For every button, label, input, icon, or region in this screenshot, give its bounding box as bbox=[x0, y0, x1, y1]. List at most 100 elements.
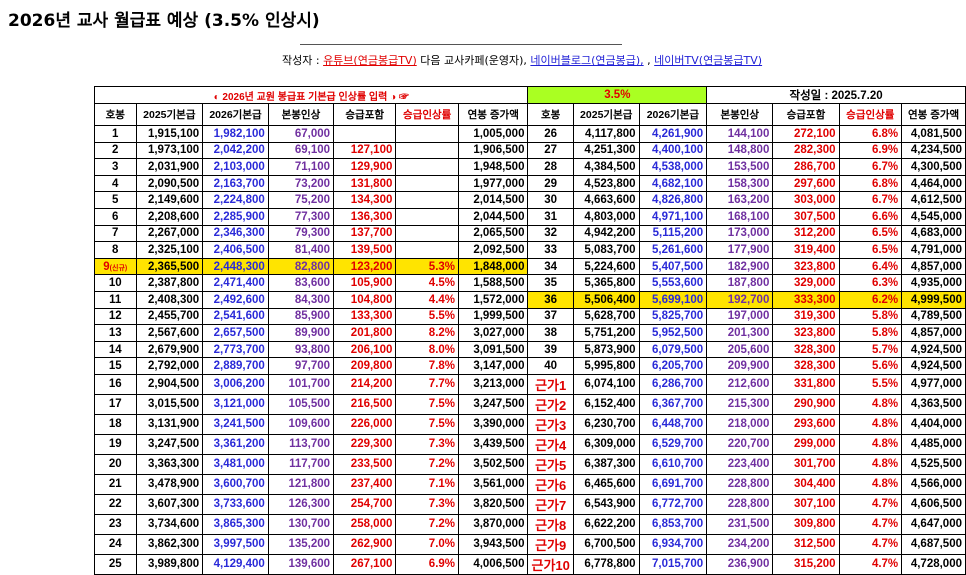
table-row: 21 3,478,900 3,600,700 121,800 237,400 7.1% 3,… bbox=[94, 473, 966, 495]
annual-increase-cell: 4,545,000 bbox=[901, 207, 966, 226]
grade-cell: 3 bbox=[94, 158, 137, 176]
table-row: 5 2,149,600 2,224,800 75,200 134,300 2,014,50… bbox=[94, 191, 966, 209]
base-2026-cell: 3,006,200 bbox=[202, 373, 269, 395]
annual-increase-cell: 4,935,000 bbox=[901, 274, 966, 292]
table-row: 15 2,792,000 2,889,700 97,700 209,800 7.8% 3,1… bbox=[94, 357, 966, 375]
column-header: 본봉인상 bbox=[706, 103, 774, 126]
new-hire-note: (신규) bbox=[109, 264, 128, 272]
base-raise-cell: 84,300 bbox=[267, 290, 335, 309]
step-incl-cell: 301,700 bbox=[772, 453, 840, 475]
step-incl-cell: 237,400 bbox=[333, 473, 397, 495]
navertv-link[interactable]: 네이버TV(연금봉급TV) bbox=[654, 54, 763, 67]
base-2025-cell: 2,325,100 bbox=[135, 241, 204, 259]
annual-increase-cell: 1,848,000 bbox=[458, 257, 529, 276]
base-2025-cell: 4,803,000 bbox=[572, 207, 640, 226]
table-row: 9(신규) 2,365,500 2,448,300 82,800 123,200 5.3%… bbox=[94, 257, 966, 276]
grade-cell: 37 bbox=[527, 307, 574, 326]
table-row: 23 3,734,600 3,865,300 130,700 258,000 7.2% 3,… bbox=[94, 513, 966, 535]
annual-increase-cell: 4,924,500 bbox=[901, 340, 966, 359]
base-2025-cell: 2,567,600 bbox=[135, 324, 204, 342]
grade-cell: 36 bbox=[527, 290, 574, 309]
base-raise-cell: 220,700 bbox=[706, 433, 774, 455]
base-2026-cell: 3,361,200 bbox=[202, 433, 269, 455]
annual-increase-cell: 4,566,000 bbox=[901, 473, 966, 495]
step-incl-cell: 226,000 bbox=[333, 413, 397, 435]
base-2025-cell: 5,083,700 bbox=[572, 241, 640, 259]
grade-cell: 1 bbox=[94, 125, 137, 143]
separator: , bbox=[647, 54, 651, 67]
grade-cell: 33 bbox=[527, 241, 574, 259]
annual-increase-cell: 4,464,000 bbox=[901, 174, 966, 193]
base-2025-cell: 5,628,700 bbox=[572, 307, 640, 326]
step-incl-cell: 323,800 bbox=[772, 257, 840, 276]
raise-rate-input[interactable]: 3.5% bbox=[527, 86, 708, 104]
author-line: 작성자 : 유튜브(연금봉급TV) 다음 교사카페(운영자), 네이버블로그(연… bbox=[282, 52, 762, 68]
base-2026-cell: 3,241,500 bbox=[202, 413, 269, 435]
base-2026-cell: 2,163,700 bbox=[202, 174, 269, 193]
base-2026-cell: 5,115,200 bbox=[638, 224, 708, 243]
column-header: 승급포함 bbox=[772, 103, 840, 126]
grade-cell: 12 bbox=[94, 307, 137, 326]
base-raise-cell: 113,700 bbox=[267, 433, 335, 455]
base-raise-cell: 144,100 bbox=[706, 125, 774, 143]
base-2025-cell: 2,455,700 bbox=[135, 307, 204, 326]
base-2025-cell: 3,607,300 bbox=[135, 493, 204, 515]
youtube-link[interactable]: 유튜브(연금봉급TV) bbox=[323, 54, 417, 67]
blog-link[interactable]: 네이버블로그(연금봉급), bbox=[530, 54, 644, 67]
base-2026-cell: 6,286,700 bbox=[638, 373, 708, 395]
base-2026-cell: 5,553,600 bbox=[638, 274, 708, 292]
step-raise-rate-cell: 5.7% bbox=[838, 340, 903, 359]
base-2025-cell: 3,131,900 bbox=[135, 413, 204, 435]
base-raise-cell: 77,300 bbox=[267, 207, 335, 226]
base-raise-cell: 73,200 bbox=[267, 174, 335, 193]
base-2025-cell: 4,251,300 bbox=[572, 141, 640, 160]
base-2025-cell: 6,074,100 bbox=[572, 373, 640, 395]
grade-cell: 34 bbox=[527, 257, 574, 276]
annual-increase-cell: 4,300,500 bbox=[901, 158, 966, 176]
step-raise-rate-cell: 6.7% bbox=[838, 191, 903, 209]
base-2026-cell: 4,971,100 bbox=[638, 207, 708, 226]
base-2026-cell: 5,261,600 bbox=[638, 241, 708, 259]
annual-increase-cell: 3,870,000 bbox=[458, 513, 529, 535]
base-raise-cell: 212,600 bbox=[706, 373, 774, 395]
base-2026-cell: 4,682,100 bbox=[638, 174, 708, 193]
step-incl-cell: 214,200 bbox=[333, 373, 397, 395]
grade-cell: 6 bbox=[94, 207, 137, 226]
base-raise-cell: 168,100 bbox=[706, 207, 774, 226]
annual-increase-cell: 1,572,000 bbox=[458, 290, 529, 309]
page-title: 2026년 교사 월급표 예상 (3.5% 인상시) bbox=[8, 11, 320, 31]
grade-cell: 근가9 bbox=[527, 533, 574, 555]
cafe-text: 다음 교사카페(운영자), bbox=[420, 54, 527, 67]
base-2025-cell: 2,267,000 bbox=[135, 224, 204, 243]
step-raise-rate-cell: 5.6% bbox=[838, 357, 903, 375]
base-2025-cell: 4,942,200 bbox=[572, 224, 640, 243]
base-2026-cell: 5,952,500 bbox=[638, 324, 708, 342]
column-header: 호봉 bbox=[94, 103, 137, 126]
table-row: 2 1,973,100 2,042,200 69,100 127,100 1,906,50… bbox=[94, 141, 966, 160]
column-header: 2025기본급 bbox=[135, 103, 204, 126]
base-2025-cell: 2,408,300 bbox=[135, 290, 204, 309]
step-incl-cell: 267,100 bbox=[333, 553, 397, 575]
step-incl-cell bbox=[333, 125, 397, 143]
step-raise-rate-cell: 7.2% bbox=[395, 513, 460, 535]
grade-cell: 10 bbox=[94, 274, 137, 292]
step-raise-rate-cell: 7.5% bbox=[395, 393, 460, 415]
annual-increase-cell: 3,247,500 bbox=[458, 393, 529, 415]
annual-increase-cell: 4,081,500 bbox=[901, 125, 966, 143]
base-2026-cell: 3,997,500 bbox=[202, 533, 269, 555]
step-raise-rate-cell: 4.4% bbox=[395, 290, 460, 309]
base-2026-cell: 4,261,900 bbox=[638, 125, 708, 143]
grade-cell: 근가2 bbox=[527, 393, 574, 415]
grade-cell: 23 bbox=[94, 513, 137, 535]
step-raise-rate-cell: 5.5% bbox=[395, 307, 460, 326]
step-incl-cell: 137,700 bbox=[333, 224, 397, 243]
annual-increase-cell: 4,234,500 bbox=[901, 141, 966, 160]
annual-increase-cell: 2,044,500 bbox=[458, 207, 529, 226]
grade-cell: 35 bbox=[527, 274, 574, 292]
column-header: 연봉 증가액 bbox=[901, 103, 966, 126]
base-2026-cell: 4,400,100 bbox=[638, 141, 708, 160]
base-2025-cell: 1,915,100 bbox=[135, 125, 204, 143]
base-2025-cell: 2,149,600 bbox=[135, 191, 204, 209]
grade-cell: 40 bbox=[527, 357, 574, 375]
base-2025-cell: 2,679,900 bbox=[135, 340, 204, 359]
